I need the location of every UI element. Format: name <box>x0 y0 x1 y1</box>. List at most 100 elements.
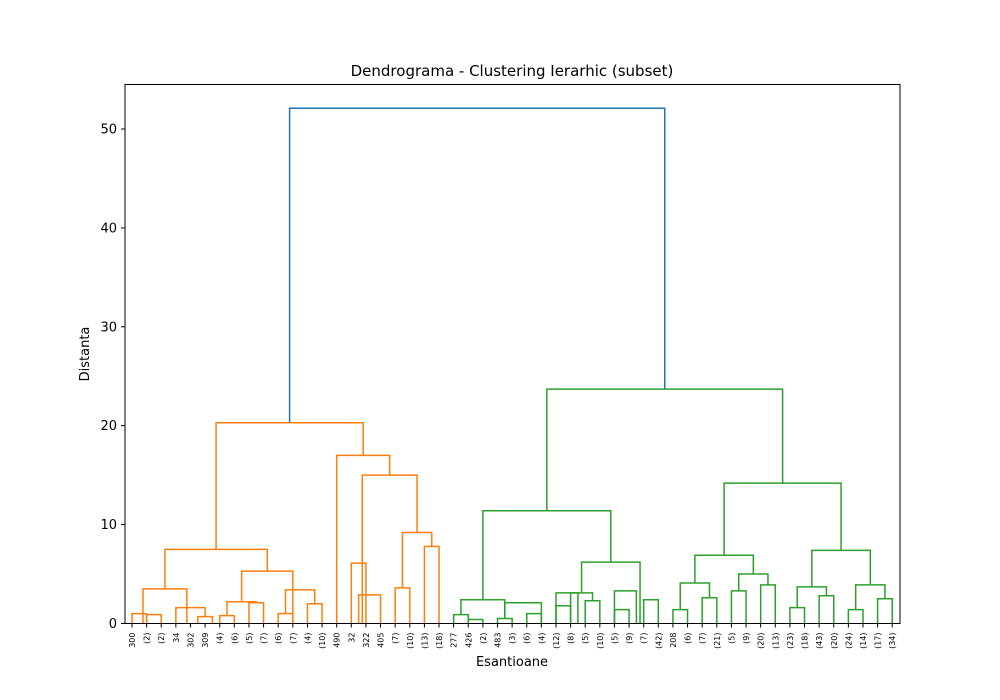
leaf-label: (5) <box>581 633 590 644</box>
dendrogram-link <box>759 584 777 624</box>
dendrogram-link <box>701 597 718 624</box>
leaf-label: 32 <box>347 633 356 643</box>
leaf-label: 405 <box>377 633 386 648</box>
y-tick-label: 50 <box>100 123 117 138</box>
dendrogram-link <box>218 614 236 624</box>
dendrogram-link <box>737 573 769 591</box>
leaf-label: 426 <box>464 633 473 648</box>
dendrogram-link <box>796 586 828 608</box>
dendrogram-link <box>142 588 188 624</box>
dendrogram-link <box>145 613 162 624</box>
dendrogram-link <box>394 587 411 624</box>
dendrogram-link <box>555 604 572 624</box>
leaf-label: (12) <box>552 633 561 649</box>
leaf-label: 277 <box>450 633 459 648</box>
leaf-label: (7) <box>289 633 298 644</box>
leaf-label: (4) <box>537 633 546 644</box>
dendrogram-link <box>197 615 214 624</box>
leaf-label: (2) <box>479 633 488 644</box>
leaf-label: (7) <box>260 633 269 644</box>
leaf-label: (20) <box>830 633 839 649</box>
leaf-label: (7) <box>640 633 649 644</box>
dendrogram-link <box>467 618 484 624</box>
leaf-label: (2) <box>157 633 166 644</box>
leaf-label: (8) <box>567 633 576 644</box>
leaf-label: (10) <box>406 633 415 649</box>
dendrogram-link <box>164 548 268 589</box>
dendrogram-link <box>847 608 864 624</box>
leaf-label: (13) <box>771 633 780 649</box>
dendrogram-link <box>248 601 265 624</box>
leaf-label: 309 <box>201 633 210 648</box>
leaf-label: (10) <box>596 633 605 649</box>
y-tick-label: 10 <box>100 518 117 533</box>
leaf-label: (14) <box>859 633 868 649</box>
dendrogram-link <box>672 608 689 624</box>
dendrogram-link <box>876 598 893 624</box>
leaf-label: 302 <box>186 633 195 648</box>
dendrogram-link <box>525 612 543 624</box>
leaf-label: (21) <box>713 633 722 649</box>
leaf-label: (6) <box>274 633 283 644</box>
leaf-label: (9) <box>625 633 634 644</box>
leaf-label: (2) <box>143 633 152 644</box>
dendrogram-link <box>694 554 755 583</box>
leaf-label: 34 <box>172 633 181 643</box>
leaf-label: 483 <box>494 633 503 648</box>
leaf-label: 490 <box>333 633 342 648</box>
dendrogram-link <box>226 600 258 616</box>
leaf-label: (20) <box>757 633 766 649</box>
leaf-label: (3) <box>508 633 517 644</box>
dendrogram-link <box>215 421 364 550</box>
leaf-label: (5) <box>727 633 736 644</box>
dendrogram-link <box>723 482 842 556</box>
leaf-label: (34) <box>888 633 897 649</box>
dendrogram-link <box>613 590 638 624</box>
dendrogram-link <box>357 594 382 624</box>
leaf-label: (23) <box>786 633 795 649</box>
leaf-label: (24) <box>844 633 853 649</box>
dendrogram-link <box>789 606 806 624</box>
dendrogram-link <box>584 600 601 624</box>
y-tick-label: 20 <box>100 419 117 434</box>
y-tick-label: 40 <box>100 221 117 236</box>
y-axis-label: Distanta <box>78 327 93 382</box>
leaf-label: (6) <box>230 633 239 644</box>
dendrogram-link <box>452 613 470 624</box>
dendrogram-link <box>679 582 711 610</box>
dendrogram-link <box>423 545 440 624</box>
dendrogram-link <box>350 562 367 624</box>
leaf-label: (4) <box>303 633 312 644</box>
leaf-label: (5) <box>245 633 254 644</box>
leaf-label: (6) <box>523 633 532 644</box>
dendrogram-link <box>277 612 294 624</box>
x-axis: 300 (2) (2) 34 302 309 (4) (6) (5) (7) (6) (7) (4) (1… <box>128 623 897 649</box>
plot-frame <box>124 84 901 624</box>
leaf-label: (7) <box>391 633 400 644</box>
leaf-label: (43) <box>815 633 824 649</box>
leaf-label: (6) <box>684 633 693 644</box>
dendrogram-link <box>131 612 148 624</box>
dendrogram-link <box>555 592 579 624</box>
dendrogram-link <box>811 549 872 587</box>
leaf-label: (18) <box>435 633 444 649</box>
leaf-label: 208 <box>669 633 678 648</box>
leaf-label: 300 <box>128 633 137 648</box>
dendrogram-link <box>284 589 316 614</box>
chart-title: Dendrograma - Clustering Ierarhic (subse… <box>351 62 674 80</box>
dendrogram-link <box>818 595 835 624</box>
y-axis: 0 10 20 30 40 50 <box>100 123 125 632</box>
leaf-label: (7) <box>698 633 707 644</box>
leaf-label: (17) <box>874 633 883 649</box>
y-tick-label: 30 <box>100 320 117 335</box>
dendrogram-link <box>496 617 513 624</box>
dendrogram-link <box>335 454 391 624</box>
dendrogram-link <box>361 474 418 624</box>
dendrogram-link <box>482 510 612 600</box>
dendrogram-link <box>175 606 206 624</box>
dendrogram-link <box>569 592 594 624</box>
dendrogram-link <box>642 599 660 624</box>
leaf-label: (5) <box>610 633 619 644</box>
dendrogram-links <box>131 107 893 624</box>
